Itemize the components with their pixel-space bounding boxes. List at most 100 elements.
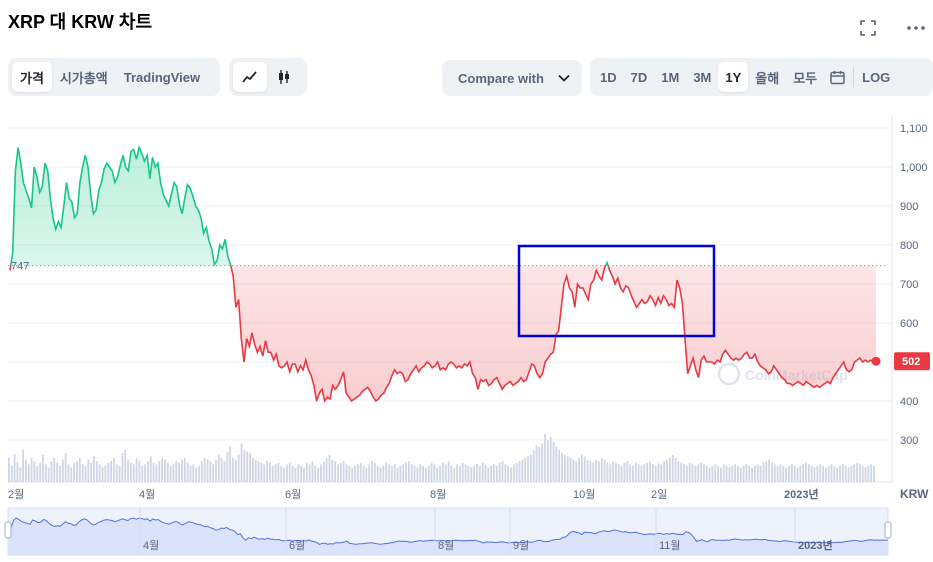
volume-bar <box>725 466 728 482</box>
volume-bar <box>464 464 467 482</box>
volume-bar <box>719 467 722 482</box>
volume-bar <box>632 466 634 482</box>
volume-bar <box>195 467 198 482</box>
volume-bar <box>498 462 501 482</box>
tab-price[interactable]: 가격 <box>12 62 52 92</box>
volume-bar <box>864 467 867 482</box>
y-tick-label: 600 <box>900 318 918 330</box>
volume-bar <box>240 443 243 482</box>
volume-bar <box>354 466 356 482</box>
volume-bar <box>461 462 464 482</box>
volume-bar <box>337 464 339 482</box>
volume-bar <box>439 466 441 482</box>
volume-bar <box>637 464 640 482</box>
fullscreen-icon[interactable] <box>856 16 880 40</box>
volume-bar <box>793 466 796 482</box>
line-chart-icon[interactable] <box>233 62 267 92</box>
volume-bar <box>121 453 124 482</box>
volume-bar <box>830 464 833 482</box>
range-ytd[interactable]: 올해 <box>755 70 780 86</box>
volume-bar <box>711 466 714 482</box>
tab-market-cap[interactable]: 시가총액 <box>59 70 108 86</box>
candlestick-icon[interactable] <box>267 62 301 92</box>
current-price-label: 502 <box>902 356 920 368</box>
volume-bar <box>198 466 200 482</box>
volume-bar <box>685 466 688 482</box>
volume-bar <box>36 466 39 482</box>
volume-bar <box>59 466 61 482</box>
tab-tradingview[interactable]: TradingView <box>123 69 201 85</box>
volume-bar <box>762 462 765 482</box>
x-tick-label: 2월 <box>8 488 24 501</box>
volume-bar <box>10 466 13 482</box>
volume-bar <box>827 466 830 482</box>
volume-bar <box>277 462 280 482</box>
volume-bar <box>666 459 668 482</box>
watermark: CoinMarketCap <box>717 362 848 386</box>
volume-bar <box>737 466 739 482</box>
volume-bar <box>714 464 717 482</box>
volume-bar <box>280 466 283 482</box>
range-1d[interactable]: 1D <box>600 69 617 85</box>
volume-bar <box>266 461 268 482</box>
volume-bar <box>450 466 453 482</box>
range-1m[interactable]: 1M <box>661 69 680 85</box>
compare-with-dropdown[interactable]: Compare with <box>442 60 582 96</box>
volume-bar <box>410 464 413 482</box>
volume-bar <box>844 466 847 482</box>
volume-bar <box>447 461 450 482</box>
volume-bar <box>538 446 541 482</box>
volume-bar <box>796 467 799 482</box>
volume-bar <box>300 466 303 482</box>
volume-bar <box>303 467 305 482</box>
volume-bar <box>158 461 161 482</box>
range-7d[interactable]: 7D <box>630 69 648 85</box>
volume-bar <box>722 464 725 482</box>
volume-bar <box>532 450 535 482</box>
volume-bar <box>756 464 759 482</box>
volume-bar <box>288 462 291 482</box>
navigator-area <box>8 518 888 555</box>
volume-bar <box>609 464 612 482</box>
volume-bar <box>56 462 59 482</box>
volume-bar <box>129 462 132 482</box>
more-options-icon[interactable] <box>904 16 928 40</box>
volume-bar <box>234 459 237 482</box>
volume-bar <box>356 464 359 482</box>
volume-bar <box>135 458 138 482</box>
volume-bar <box>104 466 107 482</box>
volume-bar <box>467 466 470 482</box>
calendar-icon[interactable] <box>824 62 851 92</box>
range-1y[interactable]: 1Y <box>718 62 749 92</box>
price-area-fills <box>10 147 876 401</box>
range-3m[interactable]: 3M <box>693 69 712 85</box>
navigator-left-handle[interactable] <box>4 521 12 539</box>
navigator-right-handle[interactable] <box>884 521 892 539</box>
volume-bar <box>453 467 456 482</box>
volume-bar <box>78 458 81 482</box>
current-price-tag <box>894 352 930 371</box>
volume-bar <box>226 451 229 482</box>
volume-bar <box>209 461 212 482</box>
volume-bar <box>146 461 149 482</box>
navigator-tick-label: 11월 <box>659 539 681 552</box>
volume-bar <box>504 464 507 482</box>
volume-bar <box>629 464 632 482</box>
log-scale-toggle[interactable]: LOG <box>862 69 891 85</box>
volume-bar <box>501 461 504 482</box>
volume-bar <box>320 464 322 482</box>
volume-bar <box>291 466 294 482</box>
range-all[interactable]: 모두 <box>793 70 818 86</box>
volume-bar <box>546 440 549 482</box>
volume-bar <box>490 466 493 482</box>
volume-bar <box>416 467 419 482</box>
volume-bar <box>847 467 850 482</box>
volume-bar <box>833 466 836 482</box>
volume-bar <box>308 464 311 482</box>
volume-bar <box>476 464 478 482</box>
volume-bar <box>70 467 73 482</box>
navigator-tick-label: 2023년 <box>798 538 833 552</box>
volume-bar <box>708 467 711 482</box>
volume-bar <box>138 461 141 482</box>
